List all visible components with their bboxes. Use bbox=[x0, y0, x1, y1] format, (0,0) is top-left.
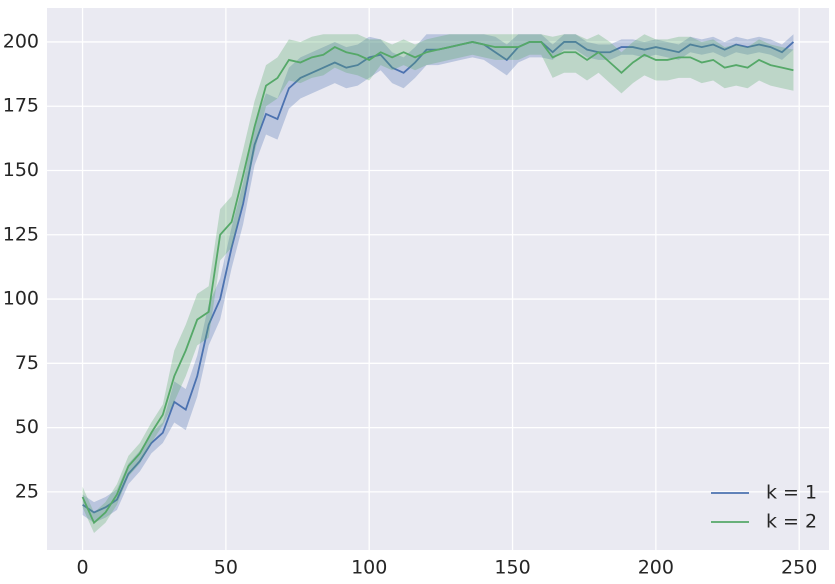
y-tick-label: 175 bbox=[3, 95, 39, 117]
plot-area bbox=[47, 8, 829, 550]
y-tick-label: 25 bbox=[15, 480, 39, 502]
y-tick-label: 125 bbox=[3, 223, 39, 245]
y-tick-label: 100 bbox=[3, 288, 39, 310]
x-tick-label: 200 bbox=[638, 557, 674, 579]
x-tick-label: 100 bbox=[351, 557, 387, 579]
x-tick-label: 150 bbox=[494, 557, 530, 579]
x-tick-label: 50 bbox=[214, 557, 238, 579]
x-tick-label: 250 bbox=[781, 557, 817, 579]
y-tick-label: 50 bbox=[15, 416, 39, 438]
y-tick-label: 75 bbox=[15, 352, 39, 374]
legend-label: k = 1 bbox=[766, 482, 817, 504]
y-tick-label: 150 bbox=[3, 159, 39, 181]
legend-label: k = 2 bbox=[766, 511, 817, 533]
x-tick-label: 0 bbox=[76, 557, 88, 579]
confidence-band bbox=[82, 34, 794, 534]
series-line bbox=[81, 41, 794, 525]
y-tick-label: 200 bbox=[3, 30, 39, 52]
